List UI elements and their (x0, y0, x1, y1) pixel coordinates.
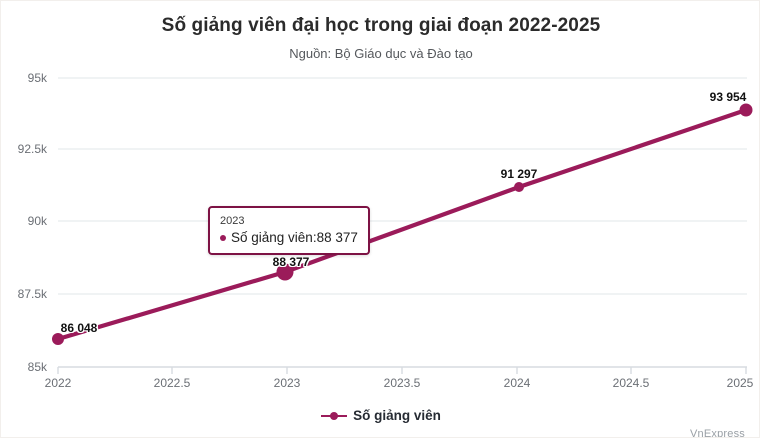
y-axis-labels: 95k 92.5k 90k 87.5k 85k (1, 1, 47, 437)
y-tick-label: 92.5k (17, 142, 47, 156)
data-point-2023[interactable] (276, 263, 294, 281)
legend-line-dot-icon (321, 410, 348, 422)
y-tick-label: 90k (27, 214, 47, 228)
tooltip-separator: : (312, 230, 317, 245)
tooltip-value: 88 377 (316, 230, 358, 245)
tooltip-header: 2023 (220, 215, 245, 227)
series-line-so-giang-vien (55, 107, 749, 342)
chart-title: Số giảng viên đại học trong giai đoạn 20… (161, 15, 601, 36)
legend-item-so-giang-vien[interactable]: Số giảng viên (321, 408, 441, 423)
tooltip-series-row: Số giảng viên : 88 377 (220, 229, 358, 246)
x-tick-label: 2023 (273, 376, 301, 390)
data-label-2024: 91 297 (500, 167, 538, 181)
tooltip-series-label: Số giảng viên (231, 230, 313, 245)
x-tick-label: 2023.5 (383, 376, 421, 390)
data-point-2024[interactable] (514, 182, 524, 192)
y-tick-label: 87.5k (17, 287, 47, 301)
x-tick-label: 2025 (726, 376, 754, 390)
series-points (52, 103, 753, 345)
tooltip-series-dot-icon (220, 234, 226, 241)
x-tick-label: 2022.5 (153, 376, 191, 390)
x-tick-label: 2024 (503, 376, 531, 390)
data-point-2022[interactable] (52, 333, 64, 345)
data-label-2022: 86 048 (60, 321, 98, 335)
x-axis-ticks (57, 367, 747, 374)
x-tick-label: 2024.5 (612, 376, 650, 390)
chart-legend: Số giảng viên (1, 408, 759, 423)
gridlines (58, 77, 747, 295)
watermark: VnExpress (690, 428, 745, 438)
y-tick-label: 85k (27, 360, 47, 374)
chart-subtitle: Nguồn: Bộ Giáo dục và Đào tạo (289, 46, 473, 61)
legend-item-label: Số giảng viên (353, 408, 441, 423)
data-label-2025: 93 954 (709, 90, 747, 104)
y-tick-label: 95k (27, 71, 47, 85)
data-point-2025[interactable] (739, 103, 753, 117)
data-label-2023: 88 377 (272, 255, 310, 269)
x-tick-label: 2022 (44, 376, 72, 390)
chart-tooltip: 2023 Số giảng viên : 88 377 (208, 206, 370, 255)
